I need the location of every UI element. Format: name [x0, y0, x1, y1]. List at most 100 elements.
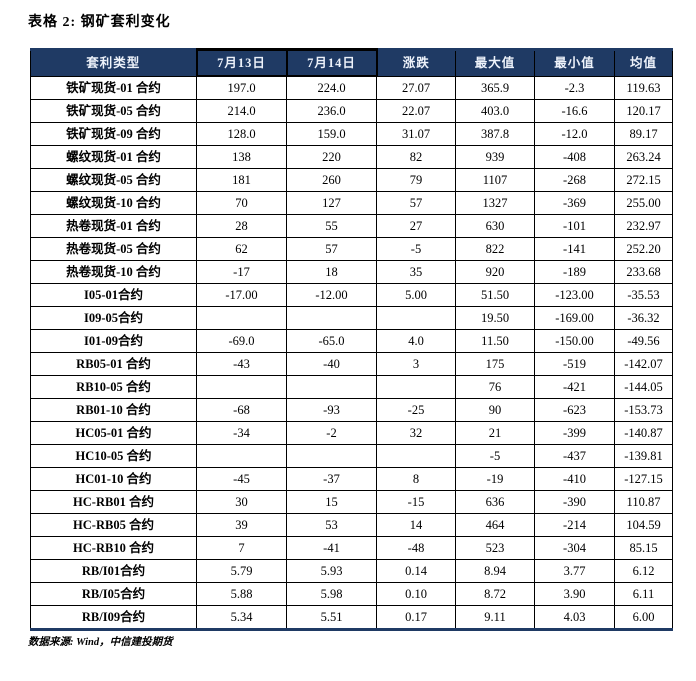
- column-header: 套利类型: [30, 49, 197, 77]
- table-row: RB/I01合约 5.79 5.93 0.14 8.94 3.77 6.12: [30, 559, 673, 583]
- column-header: 7月14日: [285, 48, 378, 77]
- cell-value: -36.32: [614, 306, 673, 330]
- cell-value: 3: [376, 352, 456, 376]
- cell-value: 6.11: [614, 582, 673, 606]
- cell-value: 104.59: [614, 513, 673, 537]
- table-row: 螺纹现货-10 合约 70 127 57 1327 -369 255.00: [30, 191, 673, 215]
- cell-value: 31.07: [376, 122, 456, 146]
- cell-value: 175: [455, 352, 535, 376]
- cell-value: 263.24: [614, 145, 673, 169]
- cell-value: -127.15: [614, 467, 673, 491]
- cell-value: 272.15: [614, 168, 673, 192]
- cell-value: -40: [286, 352, 377, 376]
- cell-value: 920: [455, 260, 535, 284]
- cell-value: -69.0: [196, 329, 287, 353]
- cell-value: -5: [376, 237, 456, 261]
- row-label: 铁矿现货-01 合约: [30, 75, 197, 100]
- cell-value: 21: [455, 421, 535, 445]
- cell-value: 110.87: [614, 490, 673, 514]
- table-row: HC-RB10 合约 7 -41 -48 523 -304 85.15: [30, 536, 673, 560]
- table-row: HC-RB01 合约 30 15 -15 636 -390 110.87: [30, 490, 673, 514]
- table-row: I01-09合约 -69.0 -65.0 4.0 11.50 -150.00 -49.56: [30, 329, 673, 353]
- column-header: 均值: [614, 49, 673, 77]
- cell-value: -140.87: [614, 421, 673, 445]
- row-label: RB01-10 合约: [30, 398, 197, 422]
- cell-value: 28: [196, 214, 287, 238]
- table-row: 螺纹现货-05 合约 181 260 79 1107 -268 272.15: [30, 168, 673, 192]
- cell-value: -369: [534, 191, 615, 215]
- data-source-note: 数据来源: Wind，中信建投期货: [28, 637, 173, 648]
- cell-value: 5.93: [286, 559, 377, 583]
- cell-value: -169.00: [534, 306, 615, 330]
- table-row: 热卷现货-05 合约 62 57 -5 822 -141 252.20: [30, 237, 673, 261]
- table-row: 热卷现货-10 合约 -17 18 35 920 -189 233.68: [30, 260, 673, 284]
- cell-value: 181: [196, 168, 287, 192]
- table-row: RB01-10 合约 -68 -93 -25 90 -623 -153.73: [30, 398, 673, 422]
- table-title: 表格 2: 钢矿套利变化: [28, 15, 171, 30]
- cell-value: -101: [534, 214, 615, 238]
- cell-value: 138: [196, 145, 287, 169]
- cell-value: -390: [534, 490, 615, 514]
- table-row: HC01-10 合约 -45 -37 8 -19 -410 -127.15: [30, 467, 673, 491]
- table-row: HC-RB05 合约 39 53 14 464 -214 104.59: [30, 513, 673, 537]
- cell-value: -93: [286, 398, 377, 422]
- table-row: RB05-01 合约 -43 -40 3 175 -519 -142.07: [30, 352, 673, 376]
- cell-value: 18: [286, 260, 377, 284]
- cell-value: 32: [376, 421, 456, 445]
- cell-value: 822: [455, 237, 535, 261]
- cell-value: [376, 444, 456, 468]
- cell-value: -153.73: [614, 398, 673, 422]
- cell-value: 27.07: [376, 75, 456, 100]
- cell-value: [286, 306, 377, 330]
- cell-value: [286, 444, 377, 468]
- cell-value: -17: [196, 260, 287, 284]
- cell-value: 19.50: [455, 306, 535, 330]
- cell-value: -189: [534, 260, 615, 284]
- cell-value: 5.98: [286, 582, 377, 606]
- column-header: 涨跌: [376, 49, 456, 77]
- cell-value: -123.00: [534, 283, 615, 307]
- cell-value: 39: [196, 513, 287, 537]
- cell-value: 70: [196, 191, 287, 215]
- table-row: HC05-01 合约 -34 -2 32 21 -399 -140.87: [30, 421, 673, 445]
- row-label: HC01-10 合约: [30, 467, 197, 491]
- cell-value: 403.0: [455, 99, 535, 123]
- cell-value: -65.0: [286, 329, 377, 353]
- cell-value: 5.88: [196, 582, 287, 606]
- row-label: 螺纹现货-10 合约: [30, 191, 197, 215]
- cell-value: -12.0: [534, 122, 615, 146]
- cell-value: -2: [286, 421, 377, 445]
- cell-value: 76: [455, 375, 535, 399]
- cell-value: -142.07: [614, 352, 673, 376]
- cell-value: -268: [534, 168, 615, 192]
- cell-value: 8.94: [455, 559, 535, 583]
- table-row: 铁矿现货-09 合约 128.0 159.0 31.07 387.8 -12.0 89.17: [30, 122, 673, 146]
- cell-value: 82: [376, 145, 456, 169]
- table-row: 铁矿现货-05 合约 214.0 236.0 22.07 403.0 -16.6 120.1…: [30, 99, 673, 123]
- cell-value: -408: [534, 145, 615, 169]
- cell-value: -45: [196, 467, 287, 491]
- cell-value: -5: [455, 444, 535, 468]
- cell-value: 89.17: [614, 122, 673, 146]
- cell-value: 8.72: [455, 582, 535, 606]
- cell-value: 79: [376, 168, 456, 192]
- cell-value: -16.6: [534, 99, 615, 123]
- row-label: HC-RB05 合约: [30, 513, 197, 537]
- row-label: 热卷现货-10 合约: [30, 260, 197, 284]
- cell-value: 127: [286, 191, 377, 215]
- cell-value: -214: [534, 513, 615, 537]
- cell-value: [196, 375, 287, 399]
- cell-value: -141: [534, 237, 615, 261]
- cell-value: 85.15: [614, 536, 673, 560]
- row-label: 铁矿现货-09 合约: [30, 122, 197, 146]
- cell-value: 387.8: [455, 122, 535, 146]
- row-label: I09-05合约: [30, 306, 197, 330]
- cell-value: -2.3: [534, 75, 615, 100]
- cell-value: 5.51: [286, 605, 377, 630]
- cell-value: 0.14: [376, 559, 456, 583]
- table-row: I05-01合约 -17.00 -12.00 5.00 51.50 -123.00 -35.…: [30, 283, 673, 307]
- table-row: RB/I09合约 5.34 5.51 0.17 9.11 4.03 6.00: [30, 605, 673, 630]
- cell-value: [376, 375, 456, 399]
- row-label: 热卷现货-05 合约: [30, 237, 197, 261]
- cell-value: -150.00: [534, 329, 615, 353]
